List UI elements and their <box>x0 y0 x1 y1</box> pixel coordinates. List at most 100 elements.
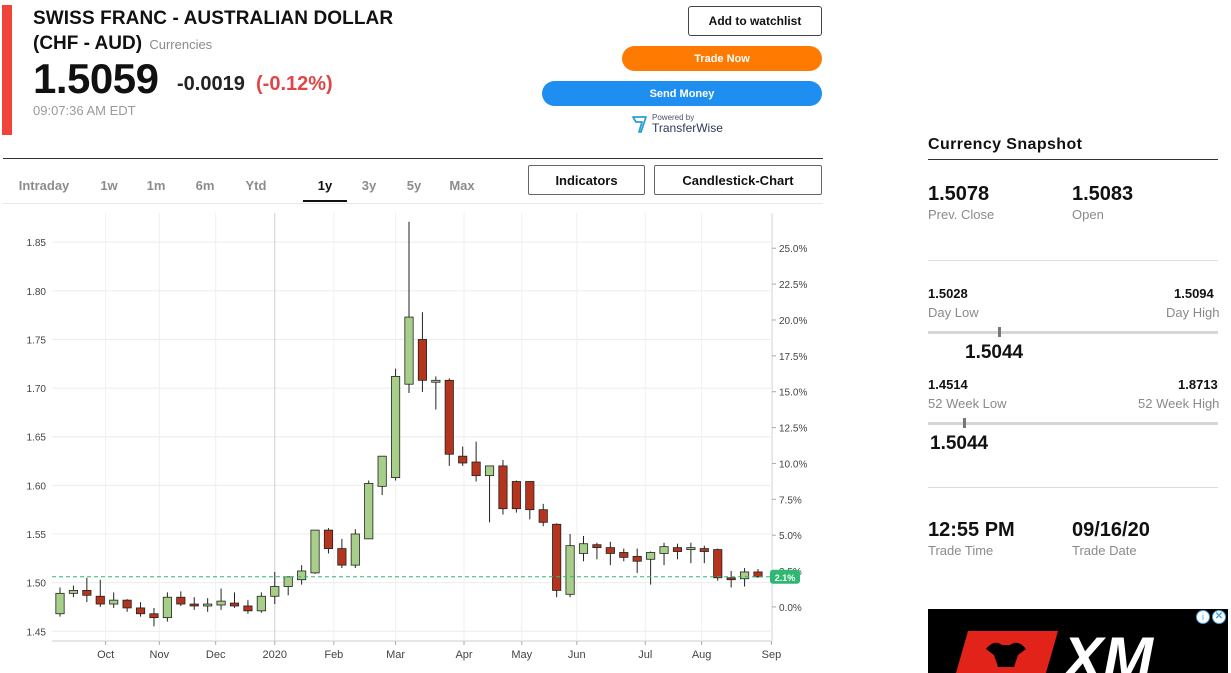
candle-body <box>619 552 629 558</box>
open-value: 1.5083 <box>1072 183 1134 205</box>
candle-body <box>189 603 199 607</box>
tab-intraday[interactable]: Intraday <box>18 178 70 193</box>
candle-body <box>458 455 468 464</box>
x-tick-label: Sep <box>762 649 782 661</box>
transferwise-link[interactable]: Powered by TransferWise <box>632 114 723 134</box>
candle-body <box>484 465 495 477</box>
send-money-button[interactable]: Send Money <box>542 81 822 106</box>
powered-by-label: Powered by <box>652 113 695 122</box>
last-price-badge <box>770 569 800 584</box>
header-divider <box>3 158 823 159</box>
tab-1m[interactable]: 1m <box>146 178 166 193</box>
candle-body <box>149 613 159 619</box>
snapshot-title: Currency Snapshot <box>928 136 1083 153</box>
day-low-label: Day Low <box>928 305 979 320</box>
trade-now-button[interactable]: Trade Now <box>622 46 822 71</box>
y-tick-label: 1.45 <box>27 627 47 638</box>
candle-body <box>646 552 656 560</box>
candle-body <box>109 599 119 605</box>
candle-body <box>686 547 696 550</box>
tab-max[interactable]: Max <box>449 178 475 193</box>
week52-high-label: 52 Week High <box>1138 396 1220 411</box>
day-range-current: 1.5044 <box>965 342 1024 363</box>
chart-type-button[interactable]: Candlestick-Chart <box>654 165 822 195</box>
transferwise-logo-icon <box>632 116 647 133</box>
x-tick-label: 2020 <box>263 649 287 661</box>
add-to-watchlist-button[interactable]: Add to watchlist <box>688 6 822 36</box>
y-tick-label: 1.85 <box>27 238 47 249</box>
candle-body <box>511 481 521 510</box>
candle-body <box>713 549 723 579</box>
y2-tick-label: 17.5% <box>779 352 807 363</box>
tab-6m[interactable]: 6m <box>195 178 215 193</box>
provider-name: TransferWise <box>652 121 723 135</box>
candle-body <box>404 316 414 385</box>
candle-body <box>297 570 307 581</box>
candle-body <box>203 603 213 607</box>
y2-tick-label: 10.0% <box>779 459 807 470</box>
trade-time-label: Trade Time <box>928 543 994 558</box>
week52-low-label: 52 Week Low <box>928 396 1007 411</box>
x-tick-label: Nov <box>150 649 170 661</box>
accent-bar <box>2 5 12 135</box>
candle-body <box>323 529 334 549</box>
trade-date-label: Trade Date <box>1072 543 1137 558</box>
candle-body <box>740 571 750 580</box>
candle-body <box>162 596 172 619</box>
snapshot-separator <box>928 487 1218 488</box>
candle-body <box>538 509 548 523</box>
y-tick-label: 1.50 <box>27 579 47 590</box>
candle-body <box>726 577 736 581</box>
x-tick-label: May <box>511 649 532 661</box>
candle-body <box>283 576 293 587</box>
tab-1y[interactable]: 1y <box>303 170 347 202</box>
candle-body <box>525 481 535 511</box>
instrument-subtitle: (CHF - AUD) Currencies <box>33 33 212 55</box>
candle-body <box>256 595 266 612</box>
candle-body <box>431 379 441 383</box>
y2-tick-label: 22.5% <box>779 280 807 291</box>
x-tick-label: Jul <box>638 649 652 661</box>
open-label: Open <box>1072 207 1104 222</box>
xm-logo: XM <box>956 625 1155 673</box>
day-high-label: Day High <box>1166 305 1220 320</box>
tab-1w[interactable]: 1w <box>100 178 118 193</box>
candle-body <box>417 339 427 381</box>
y2-tick-label: 7.5% <box>779 495 802 506</box>
indicators-button[interactable]: Indicators <box>528 165 645 195</box>
candle-body <box>753 571 763 578</box>
y2-tick-label: 12.5% <box>779 424 807 435</box>
tab-ytd[interactable]: Ytd <box>245 178 267 193</box>
tab-3y[interactable]: 3y <box>361 178 377 193</box>
price-change-percent: (-0.12%) <box>256 73 333 95</box>
x-tick-label: Apr <box>455 649 472 661</box>
x-tick-label: Jun <box>568 649 586 661</box>
candle-body <box>310 529 320 574</box>
last-price: 1.5059 <box>33 55 159 102</box>
y-tick-label: 1.70 <box>27 384 47 395</box>
candle-body <box>243 605 253 612</box>
trade-time-value: 12:55 PM <box>928 519 1015 541</box>
y-tick-label: 1.75 <box>27 335 47 346</box>
y2-tick-label: 0.0% <box>779 603 802 614</box>
trade-date-value: 09/16/20 <box>1072 519 1150 541</box>
candle-body <box>176 596 186 605</box>
y-tick-label: 1.60 <box>27 481 47 492</box>
candle-body <box>364 483 374 540</box>
candlestick-chart[interactable]: 1.45 1.50 1.55 1.60 1.65 1.70 1.75 1.80 1.85 0.0%… <box>0 205 823 673</box>
candle-body <box>444 379 454 455</box>
day-range-track <box>928 331 1218 334</box>
ad-brand-text: XM <box>1060 625 1155 673</box>
symbol-pair: (CHF - AUD) <box>33 33 143 54</box>
price-chart[interactable]: 1.45 1.50 1.55 1.60 1.65 1.70 1.75 1.80 1.85 0.0%… <box>0 205 823 673</box>
tab-5y[interactable]: 5y <box>406 178 422 193</box>
ad-info-icon[interactable]: i <box>1196 610 1210 624</box>
x-tick-label: Feb <box>324 649 343 661</box>
candle-body <box>592 544 602 549</box>
y-tick-label: 1.55 <box>27 530 47 541</box>
candle-body <box>95 595 105 605</box>
price-change: -0.0019 <box>177 73 245 95</box>
ad-close-icon[interactable]: ✕ <box>1212 610 1226 624</box>
advertisement[interactable]: XM i ✕ <box>928 609 1228 673</box>
